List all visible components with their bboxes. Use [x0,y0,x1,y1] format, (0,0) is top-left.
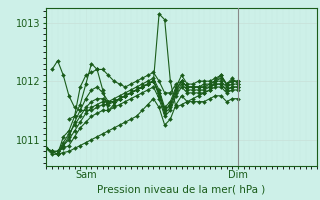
X-axis label: Pression niveau de la mer( hPa ): Pression niveau de la mer( hPa ) [98,184,266,194]
